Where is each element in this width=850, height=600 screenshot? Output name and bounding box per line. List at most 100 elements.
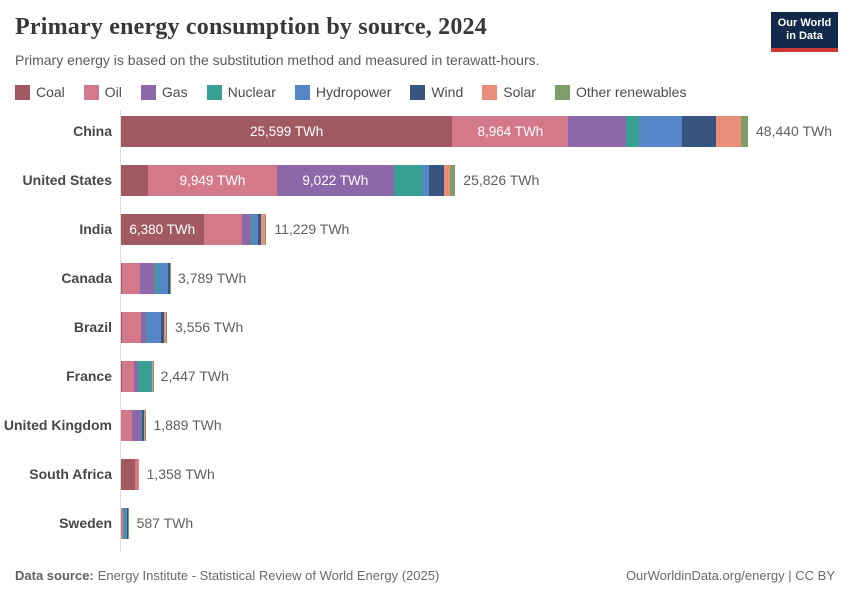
- footer-datasource-label: Data source:: [15, 568, 94, 583]
- legend-item-hydropower[interactable]: Hydropower: [294, 84, 392, 100]
- bar-total-label: 48,440 TWh: [756, 123, 833, 139]
- bar-segment-wind[interactable]: [127, 508, 129, 539]
- bar-segment-other-renewables[interactable]: [741, 116, 748, 147]
- bar-segment-wind[interactable]: [257, 214, 262, 245]
- bar-segment-value-label: 9,949 TWh: [179, 173, 246, 188]
- bar-segment-hydropower[interactable]: [146, 312, 162, 343]
- country-label[interactable]: France: [66, 368, 112, 384]
- bar-segment-nuclear[interactable]: [138, 361, 151, 392]
- bar-segment-hydropower[interactable]: [638, 116, 682, 147]
- bar-segment-wind[interactable]: [429, 165, 444, 196]
- bar-segment-coal[interactable]: 6,380 TWh: [121, 214, 204, 245]
- bar-segment-coal[interactable]: [121, 263, 122, 294]
- bar-segment-oil[interactable]: [121, 508, 124, 539]
- bar-segment-gas[interactable]: [141, 312, 147, 343]
- bar-segment-solar[interactable]: [715, 116, 742, 147]
- bar-segment-oil[interactable]: [122, 312, 142, 343]
- bar-segment-nuclear[interactable]: [393, 165, 422, 196]
- bar-segment-nuclear[interactable]: [250, 214, 253, 245]
- bar-segment-hydropower[interactable]: [150, 361, 153, 392]
- bar-segment-solar[interactable]: [443, 165, 450, 196]
- bar-segment-solar[interactable]: [261, 214, 266, 245]
- country-label[interactable]: Sweden: [59, 515, 112, 531]
- footer-datasource-text: Energy Institute - Statistical Review of…: [97, 568, 440, 583]
- bar-segment-wind[interactable]: [161, 312, 164, 343]
- bar-row: France 2,447 TWh: [0, 361, 850, 392]
- country-label[interactable]: China: [73, 123, 112, 139]
- legend-swatch-icon: [554, 84, 570, 100]
- y-axis-line: [120, 110, 121, 552]
- legend-item-solar[interactable]: Solar: [482, 84, 536, 100]
- country-label[interactable]: Canada: [61, 270, 112, 286]
- bar-segment-oil[interactable]: [121, 361, 134, 392]
- country-label[interactable]: India: [79, 221, 112, 237]
- bar-segment-oil[interactable]: 8,964 TWh: [452, 116, 569, 147]
- country-label[interactable]: Brazil: [73, 319, 112, 335]
- bar-row: United States 9,949 TWh 9,022 TWh 25,826 TW…: [0, 165, 850, 196]
- legend-item-wind[interactable]: Wind: [410, 84, 463, 100]
- bar-segment-coal[interactable]: [121, 361, 122, 392]
- bar-segment-oil[interactable]: [121, 410, 132, 441]
- owid-logo: Our World in Data: [771, 12, 838, 52]
- legend-item-coal[interactable]: Coal: [15, 84, 65, 100]
- bar-segment-oil[interactable]: [134, 459, 138, 490]
- bar-row: India 6,380 TWh 11,229 TWh: [0, 214, 850, 245]
- bar-segment-coal[interactable]: 25,599 TWh: [121, 116, 453, 147]
- bar-segment-hydropower[interactable]: [125, 508, 128, 539]
- stacked-bar: 6,380 TWh: [121, 214, 267, 245]
- bar-row: Brazil 3,556 TWh: [0, 312, 850, 343]
- country-label[interactable]: United States: [22, 172, 112, 188]
- legend-item-oil[interactable]: Oil: [83, 84, 122, 100]
- legend-item-gas[interactable]: Gas: [140, 84, 188, 100]
- bar-segment-coal[interactable]: [121, 312, 123, 343]
- legend-item-nuclear[interactable]: Nuclear: [206, 84, 276, 100]
- bar-segment-oil[interactable]: [121, 263, 141, 294]
- bar-segment-value-label: 25,599 TWh: [250, 124, 324, 139]
- bar-total-label: 1,358 TWh: [146, 466, 215, 482]
- legend-item-other-renewables[interactable]: Other renewables: [554, 84, 686, 100]
- bar-segment-nuclear[interactable]: [625, 116, 639, 147]
- country-label[interactable]: United Kingdom: [3, 417, 112, 433]
- bar-segment-gas[interactable]: [242, 214, 251, 245]
- bar-segment-hydropower[interactable]: [421, 165, 430, 196]
- country-label[interactable]: South Africa: [29, 466, 112, 482]
- bar-segment-gas[interactable]: [568, 116, 626, 147]
- owid-logo-line1: Our World: [777, 17, 832, 29]
- legend-item-label: Hydropower: [315, 84, 392, 100]
- bar-segment-gas[interactable]: [140, 263, 155, 294]
- legend-item-label: Nuclear: [227, 84, 276, 100]
- footer-credit-link[interactable]: OurWorldinData.org/energy | CC BY: [625, 568, 835, 583]
- legend-item-label: Wind: [431, 84, 464, 100]
- bar-segment-other-renewables[interactable]: [165, 312, 167, 343]
- bar-segment-nuclear[interactable]: [123, 508, 126, 539]
- bar-segment-hydropower[interactable]: [157, 263, 169, 294]
- bar-segment-other-renewables[interactable]: [144, 410, 146, 441]
- bar-segment-nuclear[interactable]: [140, 410, 142, 441]
- bar-segment-other-renewables[interactable]: [449, 165, 456, 196]
- bar-segment-nuclear[interactable]: [146, 312, 147, 343]
- bar-segment-hydropower[interactable]: [252, 214, 258, 245]
- bar-segment-gas[interactable]: [131, 410, 141, 441]
- bar-row: China 25,599 TWh 8,964 TWh 48,440 TWh: [0, 116, 850, 147]
- bar-segment-nuclear[interactable]: [154, 263, 158, 294]
- bar-row: United Kingdom 1,889 TWh: [0, 410, 850, 441]
- bar-segment-solar[interactable]: [163, 312, 166, 343]
- bar-segment-gas[interactable]: 9,022 TWh: [276, 165, 394, 196]
- bar-segment-wind[interactable]: [168, 263, 170, 294]
- stacked-bar: [121, 508, 129, 539]
- bar-segment-coal[interactable]: [121, 165, 149, 196]
- bar-segment-oil[interactable]: [203, 214, 243, 245]
- stacked-bar: [121, 263, 170, 294]
- page-title: Primary energy consumption by source, 20…: [15, 14, 487, 40]
- legend-swatch-icon: [140, 84, 156, 100]
- bar-segment-wind[interactable]: [142, 410, 145, 441]
- bar-segment-gas[interactable]: [133, 361, 139, 392]
- bar-total-label: 1,889 TWh: [153, 417, 222, 433]
- bar-segment-wind[interactable]: [681, 116, 716, 147]
- bar-segment-other-renewables[interactable]: [265, 214, 267, 245]
- bar-segment-value-label: 8,964 TWh: [477, 124, 544, 139]
- bar-total-label: 11,229 TWh: [274, 221, 350, 237]
- bar-segment-coal[interactable]: [121, 459, 135, 490]
- bar-segment-value-label: 6,380 TWh: [129, 222, 196, 237]
- bar-segment-oil[interactable]: 9,949 TWh: [148, 165, 277, 196]
